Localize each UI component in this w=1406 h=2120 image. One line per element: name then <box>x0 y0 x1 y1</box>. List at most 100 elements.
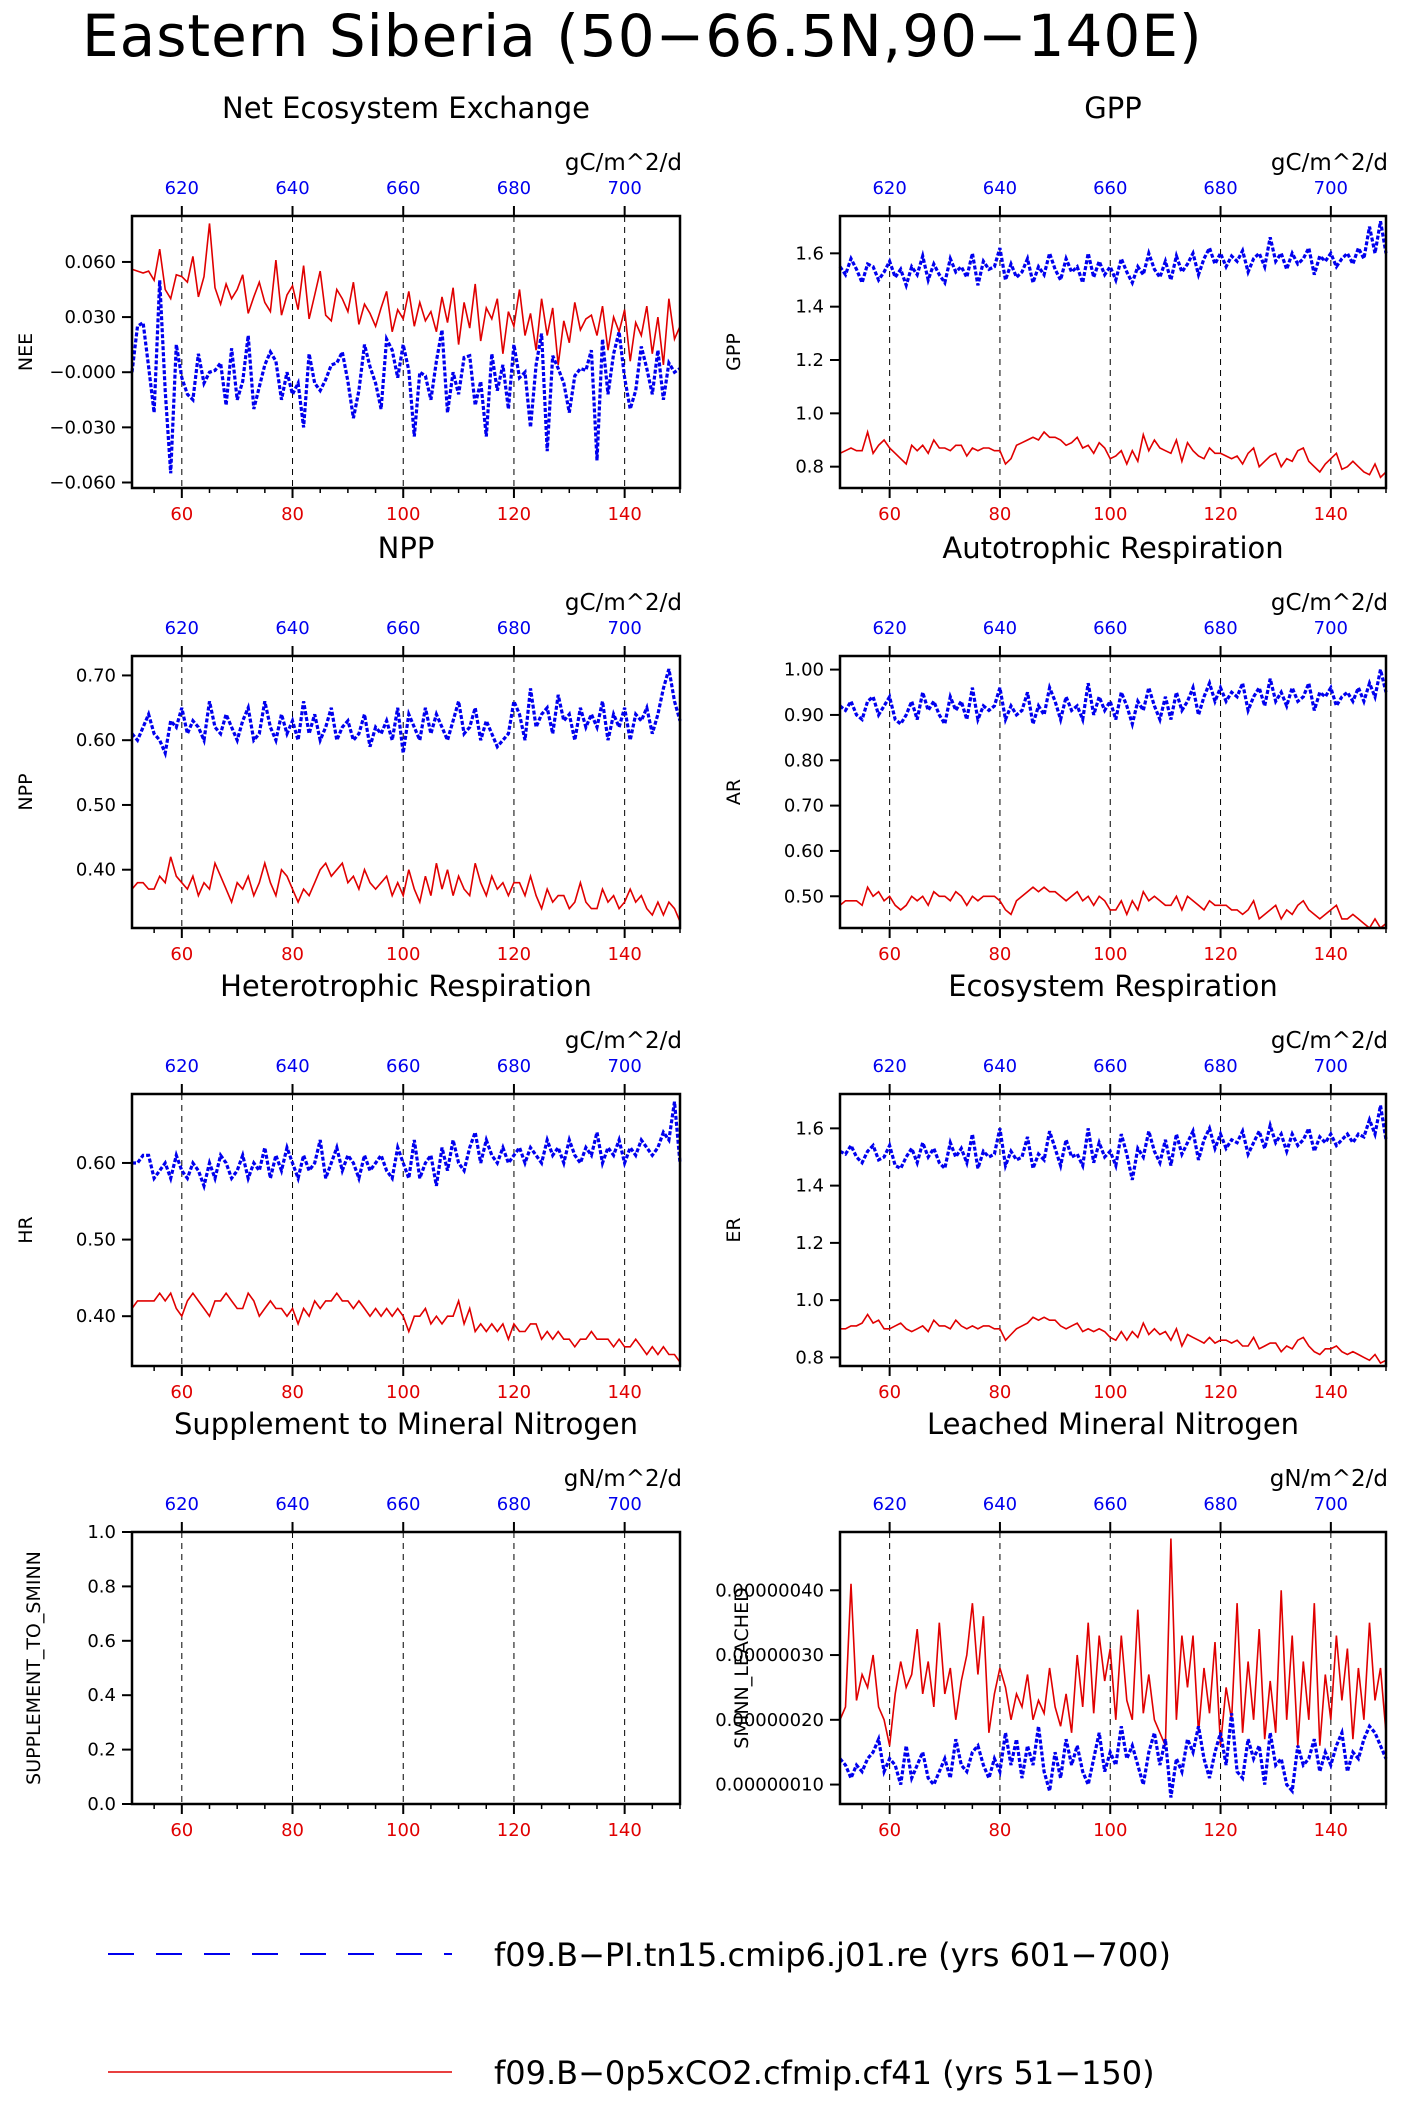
y-tick-label: 0.50 <box>784 886 824 907</box>
top-x-tick-label: 680 <box>497 618 531 639</box>
y-tick-label: 0.8 <box>795 457 824 478</box>
plot-frame <box>130 214 682 490</box>
y-tick-label: 0.0 <box>87 1794 116 1815</box>
chart-panel: Leached Mineral Nitrogen gN/m^2/d 60 80 100 1… <box>715 1407 1388 1841</box>
top-x-tick-label: 700 <box>607 1494 641 1515</box>
series-line-0p5xco2 <box>839 1538 1387 1747</box>
y-tick-label: 1.4 <box>795 297 824 318</box>
x-tick-label: 80 <box>281 504 304 525</box>
top-x-tick-label: 700 <box>607 178 641 199</box>
x-tick-label: 80 <box>988 1820 1011 1841</box>
x-tick-label: 140 <box>1314 504 1348 525</box>
x-tick-label: 120 <box>497 944 531 965</box>
x-tick-label: 80 <box>281 1382 304 1403</box>
top-x-tick-label: 700 <box>1314 618 1348 639</box>
top-x-tick-label: 700 <box>1314 1494 1348 1515</box>
x-tick-label: 120 <box>1203 1820 1237 1841</box>
top-x-tick-label: 680 <box>1203 1056 1237 1077</box>
top-x-tick-label: 680 <box>1203 1494 1237 1515</box>
y-axis-label: SMINN_LEACHED <box>731 1587 753 1748</box>
x-tick-label: 120 <box>1203 1382 1237 1403</box>
y-tick-label: 0.50 <box>76 795 116 816</box>
chart-title: Net Ecosystem Exchange <box>222 91 590 125</box>
top-x-tick-label: 660 <box>1093 1056 1127 1077</box>
series-line-0p5xco2 <box>131 1291 681 1363</box>
y-tick-label: 0.060 <box>64 252 116 273</box>
y-tick-label: 1.2 <box>795 350 824 371</box>
x-tick-label: 100 <box>1093 1382 1127 1403</box>
chart-title: Supplement to Mineral Nitrogen <box>174 1407 638 1441</box>
chart-units: gC/m^2/d <box>565 150 682 176</box>
y-tick-label: 1.4 <box>795 1176 824 1197</box>
x-tick-label: 120 <box>497 1820 531 1841</box>
chart-title: Heterotrophic Respiration <box>220 969 592 1003</box>
top-x-tick-label: 620 <box>872 1056 906 1077</box>
x-tick-label: 120 <box>497 1382 531 1403</box>
x-tick-label: 100 <box>1093 944 1127 965</box>
x-tick-label: 100 <box>386 504 420 525</box>
top-x-tick-label: 640 <box>983 1494 1017 1515</box>
top-x-tick-label: 700 <box>1314 1056 1348 1077</box>
y-tick-label: 0.60 <box>76 730 116 751</box>
x-tick-label: 140 <box>607 1382 641 1403</box>
y-tick-label: 0.00000030 <box>715 1645 824 1666</box>
series-line-pi-control <box>838 221 1388 291</box>
chart-units: gC/m^2/d <box>1271 1028 1388 1054</box>
x-tick-label: 60 <box>170 1820 193 1841</box>
y-tick-label: 0.80 <box>784 750 824 771</box>
x-tick-label: 60 <box>170 504 193 525</box>
x-tick-label: 80 <box>281 1820 304 1841</box>
top-x-tick-label: 700 <box>1314 178 1348 199</box>
y-tick-label: 0.8 <box>87 1576 116 1597</box>
chart-panel: Supplement to Mineral Nitrogen gN/m^2/d 60… <box>23 1407 682 1841</box>
top-x-tick-label: 620 <box>165 1494 199 1515</box>
x-tick-label: 80 <box>281 944 304 965</box>
chart-title: Autotrophic Respiration <box>942 531 1283 565</box>
chart-panel: NPP gC/m^2/d 60 80 100 120 140 620 640 660 680 700 0… <box>15 531 682 965</box>
y-tick-label: −0.030 <box>49 417 116 438</box>
x-tick-label: 100 <box>386 1820 420 1841</box>
chart-title: GPP <box>1084 91 1141 125</box>
top-x-tick-label: 660 <box>386 178 420 199</box>
chart-title: Ecosystem Respiration <box>948 969 1278 1003</box>
top-x-tick-label: 680 <box>497 178 531 199</box>
y-tick-label: 0.00000010 <box>715 1775 824 1796</box>
top-x-tick-label: 660 <box>386 1494 420 1515</box>
chart-units: gC/m^2/d <box>565 1028 682 1054</box>
series-line-pi-control <box>838 1713 1388 1798</box>
y-axis-label: GPP <box>723 333 745 371</box>
y-tick-label: 0.50 <box>76 1230 116 1251</box>
chart-panel: Heterotrophic Respiration gC/m^2/d 60 80 100… <box>15 969 682 1403</box>
y-tick-label: 0.030 <box>64 307 116 328</box>
chart-panel: Ecosystem Respiration gC/m^2/d 60 80 100 120 1… <box>723 969 1388 1403</box>
top-x-tick-label: 620 <box>165 178 199 199</box>
top-x-tick-label: 640 <box>983 618 1017 639</box>
top-x-tick-label: 680 <box>1203 178 1237 199</box>
y-tick-label: 0.00000020 <box>715 1710 824 1731</box>
chart-panel: GPP gC/m^2/d 60 80 100 120 140 620 640 660 680 700 0… <box>723 91 1388 525</box>
chart-title: Leached Mineral Nitrogen <box>927 1407 1299 1441</box>
page-title: Eastern Siberia (50−66.5N,90−140E) <box>82 2 1203 70</box>
y-axis-label: NPP <box>15 773 37 810</box>
legend: f09.B−PI.tn15.cmip6.j01.re (yrs 601−700)… <box>108 1936 1171 2092</box>
y-tick-label: 0.70 <box>784 796 824 817</box>
chart-units: gN/m^2/d <box>1270 1466 1388 1492</box>
y-tick-label: 1.6 <box>795 243 824 264</box>
top-x-tick-label: 640 <box>983 1056 1017 1077</box>
y-tick-label: 0.40 <box>76 1306 116 1327</box>
plot-frame <box>838 214 1388 490</box>
x-tick-label: 140 <box>1314 1820 1348 1841</box>
chart-units: gN/m^2/d <box>564 1466 682 1492</box>
top-x-tick-label: 700 <box>607 618 641 639</box>
top-x-tick-label: 680 <box>497 1056 531 1077</box>
x-tick-label: 60 <box>170 944 193 965</box>
top-x-tick-label: 640 <box>275 1494 309 1515</box>
y-tick-label: 0.70 <box>76 665 116 686</box>
y-tick-label: 0.60 <box>76 1153 116 1174</box>
y-axis-label: HR <box>15 1216 37 1244</box>
chart-units: gC/m^2/d <box>1271 590 1388 616</box>
y-tick-label: 0.4 <box>87 1685 116 1706</box>
y-axis-label: ER <box>723 1217 745 1242</box>
plot-frame <box>130 1092 682 1368</box>
